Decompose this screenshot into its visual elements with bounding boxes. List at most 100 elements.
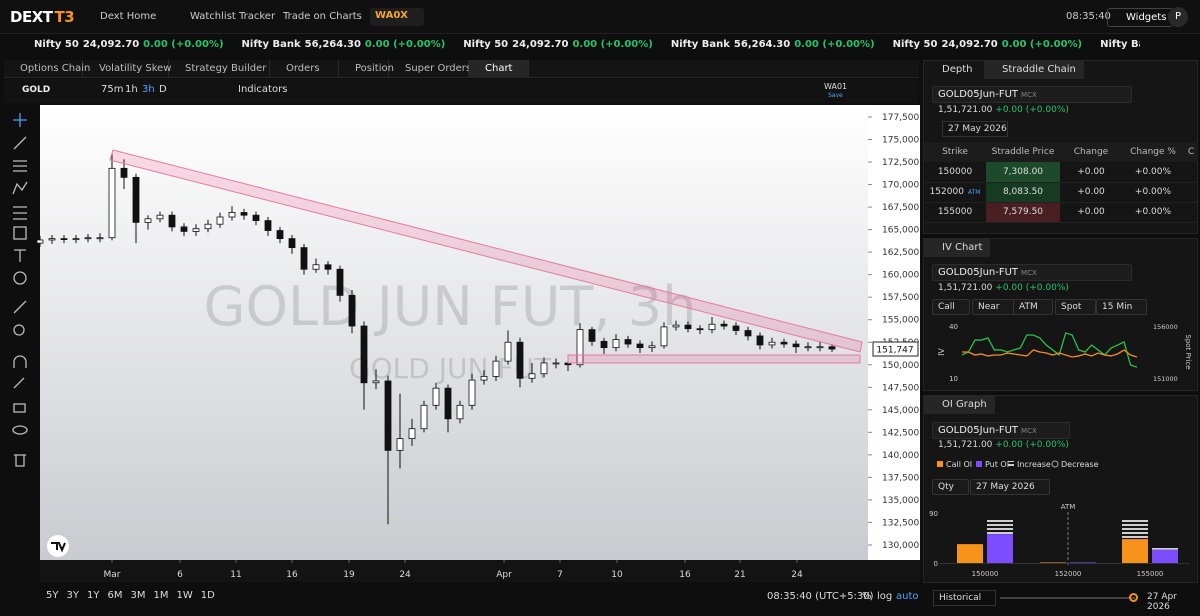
change: +0.00 (+0.00%) bbox=[995, 283, 1069, 293]
panel-tab[interactable]: Depth bbox=[942, 64, 973, 75]
tool-pattern[interactable] bbox=[12, 181, 28, 195]
candle-body bbox=[348, 294, 356, 327]
candle-body bbox=[768, 341, 776, 346]
tool-ruler[interactable] bbox=[13, 300, 27, 314]
slider-thumb[interactable] bbox=[1129, 593, 1138, 602]
slider-track[interactable] bbox=[1000, 597, 1135, 599]
symbol-search[interactable]: GOLD JUN bbox=[22, 85, 51, 95]
nav-tab[interactable]: Watchlist Tracker bbox=[190, 11, 276, 22]
candle-body bbox=[84, 237, 92, 240]
tool-lock-draw[interactable] bbox=[13, 377, 25, 389]
scale-percent[interactable]: % bbox=[862, 591, 872, 602]
account-selector[interactable]: WA0X bbox=[370, 8, 424, 26]
candle-body bbox=[372, 380, 380, 384]
panel-tab[interactable]: Volatility Skew bbox=[83, 60, 171, 78]
range-button[interactable]: 1W bbox=[176, 590, 193, 601]
panel-tab[interactable]: Chart bbox=[469, 60, 529, 78]
y2-tick-label: 156000 bbox=[1153, 323, 1178, 331]
control[interactable]: 15 Min bbox=[1096, 299, 1148, 315]
panel-tab[interactable]: Super Orders bbox=[389, 60, 471, 78]
ticker-change: 0.00 (+0.00%) bbox=[572, 39, 653, 50]
interval[interactable]: D bbox=[159, 84, 167, 95]
tool-fib[interactable] bbox=[13, 160, 27, 172]
candle-body bbox=[432, 387, 440, 406]
range-button[interactable]: 1D bbox=[200, 590, 215, 601]
panel-tab[interactable]: Options Chain bbox=[4, 60, 90, 78]
straddle-panel: Depth Straddle Chain GOLD05Jun-FUT MCX 1,… bbox=[923, 60, 1198, 234]
straddle-price: 7,579.50 bbox=[986, 202, 1060, 222]
header-cell: Change % bbox=[1130, 147, 1176, 157]
table-row: 150000 7,308.00 +0.00 +0.00% bbox=[924, 162, 1198, 182]
panel-tab[interactable]: Orders bbox=[270, 60, 339, 78]
tool-delete[interactable] bbox=[14, 454, 26, 467]
interval[interactable]: 3h bbox=[142, 84, 155, 95]
tool-cross[interactable] bbox=[13, 113, 27, 127]
strike: 155000 bbox=[937, 207, 973, 217]
y-tick-label: 135,000 bbox=[882, 496, 919, 506]
tool-text[interactable] bbox=[14, 249, 26, 262]
tool-magnet[interactable] bbox=[13, 355, 27, 368]
ticker-item: Nifty 50 24,092.70 0.00 (+0.00%) bbox=[34, 39, 224, 50]
tool-zoom[interactable] bbox=[13, 324, 25, 336]
layout-name[interactable]: WA01 bbox=[824, 82, 848, 91]
panel-tab[interactable]: Straddle Chain bbox=[984, 61, 1084, 79]
time-axis bbox=[40, 560, 920, 582]
scale-auto[interactable]: auto bbox=[896, 591, 919, 602]
range-button[interactable]: 6M bbox=[107, 590, 123, 601]
header-cell: C bbox=[1187, 147, 1195, 157]
chart-area[interactable] bbox=[40, 105, 868, 560]
candle-body bbox=[48, 238, 56, 241]
panel-tab[interactable]: Strategy Builder bbox=[169, 60, 270, 78]
legend-label: Decrease bbox=[1061, 460, 1099, 469]
oi-bar bbox=[1070, 562, 1096, 563]
symbol-box[interactable]: GOLD05Jun-FUT MCX bbox=[932, 264, 1132, 281]
candle-body bbox=[216, 216, 224, 225]
iv-panel: IV Chart GOLD05Jun-FUT MCX 1,51,721.00 +0… bbox=[923, 238, 1198, 391]
tool-emoji[interactable] bbox=[13, 271, 27, 285]
range-button[interactable]: 3Y bbox=[66, 590, 79, 601]
support-zone[interactable] bbox=[567, 354, 861, 364]
scale-log[interactable]: log bbox=[877, 591, 893, 602]
tool-lock[interactable] bbox=[13, 403, 26, 413]
y-tick-label: 172,500 bbox=[882, 158, 919, 168]
tool-eye[interactable] bbox=[12, 425, 28, 435]
tool-line[interactable] bbox=[13, 136, 27, 150]
symbol-box[interactable]: GOLD05Jun-FUT MCX bbox=[932, 86, 1132, 103]
candle-body bbox=[312, 264, 320, 270]
layout-save[interactable]: Save bbox=[828, 92, 843, 99]
indicators-button[interactable]: Indicators bbox=[238, 84, 288, 95]
price: 1,51,721.00 bbox=[938, 105, 993, 115]
iv-chart: 10 40 151000 156000 IV Spot Price bbox=[937, 323, 1192, 383]
candle-body bbox=[144, 218, 152, 223]
control[interactable]: ATM bbox=[1013, 299, 1053, 315]
panel-tab[interactable]: Position bbox=[339, 60, 394, 78]
interval[interactable]: 1h bbox=[125, 84, 138, 95]
range-button[interactable]: 1M bbox=[153, 590, 169, 601]
strike: 152000 bbox=[929, 187, 964, 197]
tool-shape[interactable] bbox=[13, 226, 27, 240]
control[interactable]: Spot bbox=[1055, 299, 1097, 315]
tool-gann[interactable] bbox=[13, 206, 27, 220]
mode-select[interactable]: Historical bbox=[933, 590, 997, 606]
control[interactable]: Call bbox=[932, 299, 970, 315]
candle-body bbox=[612, 339, 620, 349]
logo[interactable]: DEXT T3 bbox=[10, 8, 75, 26]
nav-tab[interactable]: Trade on Charts bbox=[283, 11, 362, 22]
trend-channel[interactable] bbox=[109, 149, 863, 353]
ticker-name: Nifty Bank bbox=[1100, 39, 1140, 50]
avatar[interactable]: P bbox=[1168, 7, 1188, 27]
range-button[interactable]: 3M bbox=[130, 590, 146, 601]
symbol-box[interactable]: GOLD05Jun-FUT MCX bbox=[932, 422, 1070, 439]
nav-tab[interactable]: Dext Home bbox=[100, 11, 157, 22]
interval[interactable]: 75m bbox=[101, 84, 124, 95]
exchange: MCX bbox=[1021, 269, 1037, 277]
candle-body bbox=[660, 326, 668, 347]
quantity-select[interactable]: Qty bbox=[932, 479, 969, 495]
range-button[interactable]: 1Y bbox=[86, 590, 100, 601]
expiry-select[interactable]: 27 May 2026 bbox=[970, 479, 1050, 495]
ticker-name: Nifty 50 bbox=[34, 39, 79, 50]
expiry-select[interactable]: 27 May 2026 bbox=[942, 121, 1008, 137]
change-pct: +0.00% bbox=[1134, 187, 1172, 197]
range-button[interactable]: 5Y bbox=[46, 590, 59, 601]
y2-tick-label: 151000 bbox=[1153, 375, 1178, 383]
